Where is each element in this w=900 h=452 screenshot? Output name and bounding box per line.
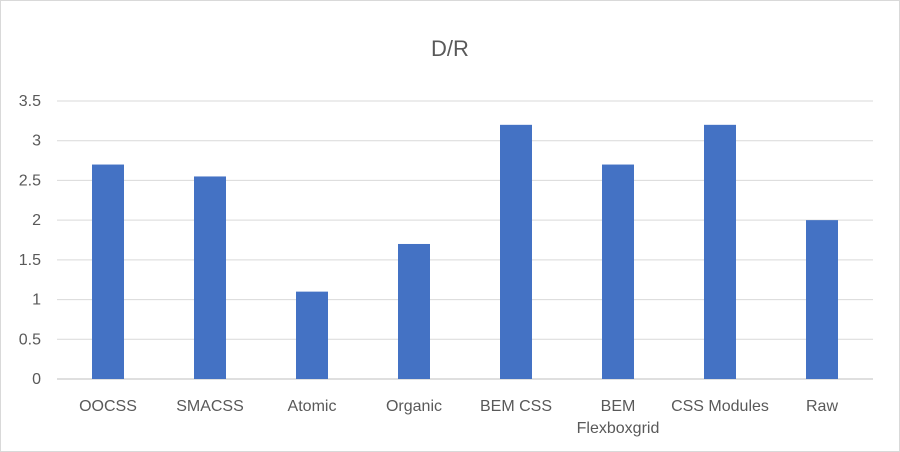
x-axis-category-labels: OOCSS SMACSS Atomic Organic BEM CSS BEM Flexbo… xyxy=(79,398,838,437)
bar xyxy=(704,124,736,379)
bar xyxy=(602,164,634,379)
bar xyxy=(398,243,430,379)
y-tick-label: 0.5 xyxy=(19,331,41,348)
x-category-label: CSS Modules xyxy=(671,398,769,415)
x-category-label: BEM Flexboxgrid xyxy=(577,398,660,437)
y-tick-label: 2 xyxy=(32,212,41,229)
y-tick-label: 0 xyxy=(32,371,41,388)
x-category-label: SMACSS xyxy=(176,398,244,415)
bars xyxy=(92,124,838,379)
y-tick-label: 2.5 xyxy=(19,172,41,189)
bar xyxy=(500,124,532,379)
bar xyxy=(194,176,226,379)
y-tick-label: 1 xyxy=(32,292,41,309)
gridlines xyxy=(57,100,873,380)
x-category-label: Atomic xyxy=(288,398,337,415)
y-tick-label: 3 xyxy=(32,133,41,150)
x-category-label: OOCSS xyxy=(79,398,137,415)
x-category-label: Raw xyxy=(806,398,838,415)
y-tick-label: 1.5 xyxy=(19,252,41,269)
x-category-label: Organic xyxy=(386,398,442,415)
chart-title: D/R xyxy=(431,36,469,61)
y-tick-label: 3.5 xyxy=(19,93,41,110)
bar xyxy=(806,220,838,379)
bar xyxy=(296,291,328,379)
bar xyxy=(92,164,124,379)
y-axis-tick-labels: 0 0.5 1 1.5 2 2.5 3 3.5 xyxy=(19,93,41,388)
x-category-label: BEM CSS xyxy=(480,398,552,415)
